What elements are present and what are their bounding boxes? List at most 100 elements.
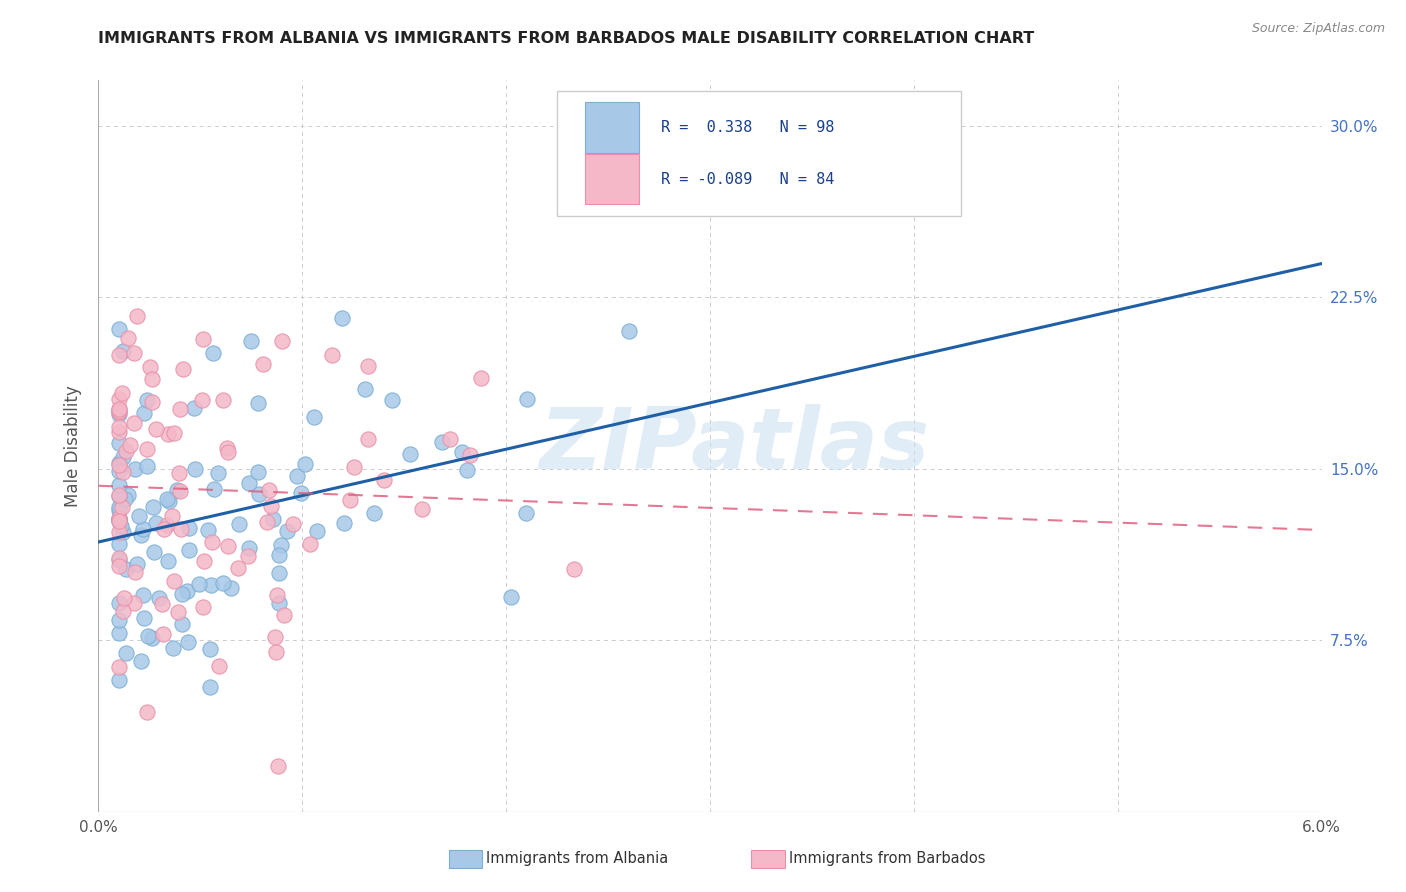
Point (114, 444, 136, 458)
Point (108, 489, 131, 503)
Point (179, 542, 201, 557)
Point (156, 427, 179, 442)
Point (191, 599, 214, 614)
Point (169, 401, 191, 416)
Point (456, 463, 478, 477)
Point (143, 544, 166, 558)
Point (108, 464, 131, 478)
Point (217, 445, 239, 459)
FancyBboxPatch shape (557, 91, 960, 216)
Point (357, 432, 380, 446)
Point (108, 402, 131, 417)
Point (108, 596, 131, 610)
Point (177, 521, 200, 535)
Point (108, 348, 131, 362)
Point (152, 627, 174, 641)
Point (228, 561, 250, 575)
Point (108, 524, 131, 539)
Point (128, 509, 150, 524)
Point (167, 466, 190, 480)
Point (266, 588, 288, 602)
Point (108, 407, 131, 421)
Point (176, 584, 198, 599)
Point (267, 566, 290, 580)
Point (252, 357, 274, 371)
Point (191, 332, 214, 346)
Point (108, 477, 131, 491)
Point (117, 331, 139, 345)
Point (108, 401, 131, 416)
Point (112, 344, 135, 359)
Point (162, 509, 184, 524)
Point (267, 759, 290, 773)
Point (294, 457, 316, 471)
Point (290, 485, 312, 500)
Point (305, 524, 328, 539)
Point (117, 488, 139, 502)
Point (321, 349, 343, 363)
Point (163, 425, 186, 440)
Point (108, 500, 131, 514)
Point (184, 462, 207, 476)
Point (108, 514, 131, 528)
Point (399, 447, 422, 461)
Point (108, 456, 131, 470)
Point (124, 565, 146, 579)
Point (190, 392, 212, 407)
Point (470, 370, 492, 384)
Point (114, 491, 136, 506)
Point (157, 494, 180, 508)
Point (122, 416, 145, 430)
Point (108, 511, 131, 525)
Point (163, 574, 186, 588)
Point (200, 578, 222, 592)
Point (193, 554, 215, 568)
Point (411, 502, 433, 516)
Point (269, 596, 291, 610)
Point (458, 448, 481, 462)
Point (129, 527, 152, 541)
Point (110, 518, 132, 533)
Point (108, 425, 131, 439)
Point (112, 450, 135, 464)
Point (515, 506, 537, 520)
Point (148, 591, 170, 605)
Point (259, 483, 281, 497)
Point (228, 517, 250, 532)
Point (208, 658, 231, 673)
Point (108, 512, 131, 526)
Point (499, 590, 522, 604)
Point (381, 393, 404, 408)
Point (135, 458, 157, 473)
Point (135, 393, 157, 408)
FancyBboxPatch shape (585, 103, 640, 153)
Point (202, 482, 225, 496)
Point (212, 393, 235, 408)
Point (108, 392, 131, 407)
Point (170, 587, 193, 601)
Point (108, 614, 131, 628)
Point (339, 493, 361, 508)
Point (167, 605, 190, 619)
Point (299, 537, 322, 551)
Point (108, 322, 131, 336)
Point (111, 500, 134, 514)
Text: ZIPatlas: ZIPatlas (540, 404, 929, 488)
Point (112, 591, 135, 605)
Point (357, 359, 380, 373)
Point (270, 538, 292, 552)
Point (108, 503, 131, 517)
Point (260, 499, 283, 513)
Point (141, 631, 163, 645)
Point (172, 362, 194, 376)
Y-axis label: Male Disability: Male Disability (65, 385, 83, 507)
Point (108, 436, 131, 450)
Point (114, 646, 136, 660)
Point (132, 522, 155, 536)
Point (111, 465, 134, 479)
Point (304, 409, 326, 424)
Text: R = -0.089   N = 84: R = -0.089 N = 84 (661, 171, 835, 186)
Point (108, 405, 131, 419)
Point (111, 524, 134, 539)
Point (201, 345, 224, 359)
